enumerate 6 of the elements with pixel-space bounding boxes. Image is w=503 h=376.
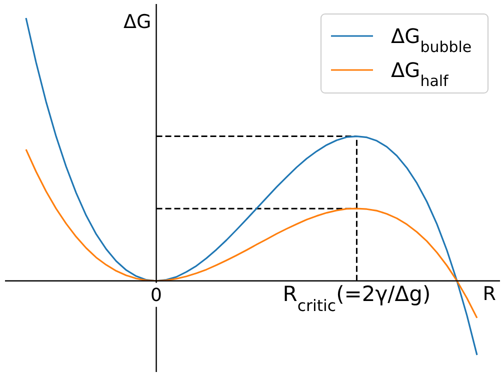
x-tick-label: R$_{critic}$(=2γ/Δg): [282, 282, 431, 314]
x-tick-label: 0: [150, 284, 162, 306]
x-axis-title: R: [482, 282, 496, 305]
y-axis-title: ΔG: [124, 11, 152, 33]
legend-label: ΔG$_{bubble}$: [391, 24, 472, 56]
legend-label: ΔG$_{half}$: [391, 58, 450, 90]
